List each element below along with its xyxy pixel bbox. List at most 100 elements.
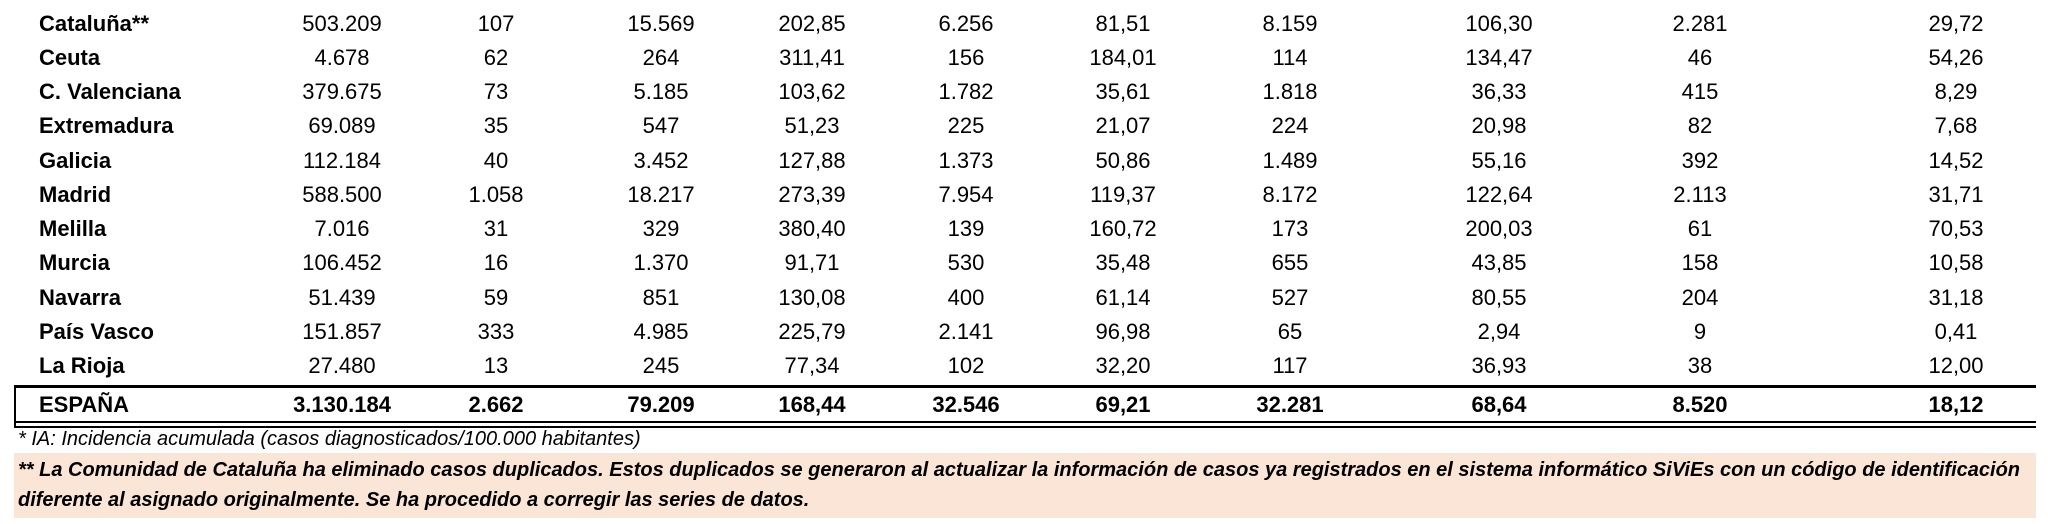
cell: 415 [1681, 79, 1719, 104]
cell: 73 [483, 79, 509, 104]
cell: 29,72 [1928, 10, 1984, 36]
cell: 2,94 [1477, 318, 1521, 344]
cell: 61,14 [1095, 284, 1151, 310]
cell: 46 [1687, 44, 1713, 70]
cell: 1.373 [938, 147, 994, 173]
cell: 224 [1271, 113, 1309, 139]
cell: 160,72 [1089, 216, 1157, 241]
cell: 151.857 [302, 318, 382, 344]
cell: 204 [1681, 284, 1719, 310]
cell: 62 [483, 44, 509, 70]
cell: 82 [1687, 113, 1713, 139]
cell: 134,47 [1465, 44, 1533, 70]
cell: 7.954 [938, 181, 994, 207]
cell: 392 [1681, 147, 1719, 173]
cell: 61 [1687, 216, 1713, 241]
cell: 1.782 [938, 79, 994, 104]
cell: 96,98 [1095, 318, 1151, 344]
cell: 51,23 [784, 113, 840, 139]
cell: 51.439 [308, 284, 376, 310]
cell: 127,88 [778, 147, 846, 173]
total-cell: 32.281 [1256, 392, 1324, 417]
total-cell: 79.209 [627, 392, 695, 417]
cell: 225,79 [778, 318, 846, 344]
cell: 200,03 [1465, 216, 1533, 241]
cell: 91,71 [784, 250, 840, 276]
cell: 27.480 [308, 353, 376, 378]
cell: 8.172 [1262, 181, 1318, 207]
cell: 36,33 [1471, 79, 1527, 104]
cell: 184,01 [1089, 44, 1157, 70]
cell: 655 [1271, 250, 1309, 276]
row-label: Ceuta [39, 44, 101, 70]
cell: 55,16 [1471, 147, 1527, 173]
cell: 80,55 [1471, 284, 1527, 310]
cell: 107 [477, 10, 515, 36]
cell: 59 [483, 284, 509, 310]
cell: 7,68 [1934, 113, 1978, 139]
cell: 16 [483, 250, 509, 276]
cell: 4.985 [633, 318, 689, 344]
cell: 130,08 [778, 284, 846, 310]
total-cell: 18,12 [1928, 392, 1984, 417]
row-label: La Rioja [39, 353, 125, 378]
cell: 158 [1681, 250, 1719, 276]
cell: 13 [483, 353, 509, 378]
cell: 69.089 [308, 113, 376, 139]
cell: 530 [947, 250, 985, 276]
row-label: País Vasco [39, 318, 154, 344]
row-label: Madrid [39, 181, 112, 207]
cell: 106.452 [302, 250, 382, 276]
cell: 35,61 [1095, 79, 1151, 104]
row-label: Galicia [39, 147, 112, 173]
cell: 503.209 [302, 10, 382, 36]
cell: 21,07 [1095, 113, 1151, 139]
cell: 1.489 [1262, 147, 1318, 173]
cell: 156 [947, 44, 985, 70]
row-label: C. Valenciana [39, 79, 181, 104]
row-label: Navarra [39, 284, 121, 310]
cell: 15.569 [627, 10, 695, 36]
cell: 1.370 [633, 250, 689, 276]
cell: 38 [1687, 353, 1713, 378]
total-cell: 68,64 [1471, 392, 1527, 417]
cell: 3.452 [633, 147, 689, 173]
cell: 117 [1272, 353, 1308, 378]
total-label: ESPAÑA [39, 392, 130, 417]
cell: 264 [642, 44, 680, 70]
cell: 1.818 [1262, 79, 1318, 104]
cell: 43,85 [1471, 250, 1527, 276]
cell: 225 [947, 113, 985, 139]
cell: 112.184 [303, 147, 381, 173]
total-cell: 2.662 [468, 392, 524, 417]
cell: 70,53 [1928, 216, 1984, 241]
cell: 527 [1271, 284, 1309, 310]
cell: 5.185 [633, 79, 689, 104]
row-label: Murcia [39, 250, 110, 276]
cell: 8,29 [1934, 79, 1978, 104]
cell: 12,00 [1928, 353, 1984, 378]
cell: 32,20 [1095, 353, 1151, 378]
cell: 245 [642, 353, 680, 378]
row-label: Melilla [39, 216, 107, 241]
cell: 18.217 [627, 181, 695, 207]
cell: 0,41 [1934, 318, 1978, 344]
cell: 106,30 [1465, 10, 1533, 36]
cell: 173 [1271, 216, 1309, 241]
cell: 6.256 [938, 10, 994, 36]
note-box: ** La Comunidad de Cataluña ha eliminado… [14, 453, 2036, 518]
cell: 202,85 [778, 10, 846, 36]
row-label: Extremadura [39, 113, 174, 139]
total-cell: 8.520 [1672, 392, 1728, 417]
rule [14, 385, 16, 428]
cell: 81,51 [1095, 10, 1151, 36]
cell: 2.113 [1673, 181, 1727, 207]
cell: 851 [642, 284, 680, 310]
cell: 114 [1272, 44, 1308, 70]
cell: 103,62 [778, 79, 846, 104]
cell: 77,34 [784, 353, 840, 378]
cell: 40 [483, 147, 509, 173]
total-cell: 3.130.184 [293, 392, 391, 417]
cell: 122,64 [1465, 181, 1533, 207]
